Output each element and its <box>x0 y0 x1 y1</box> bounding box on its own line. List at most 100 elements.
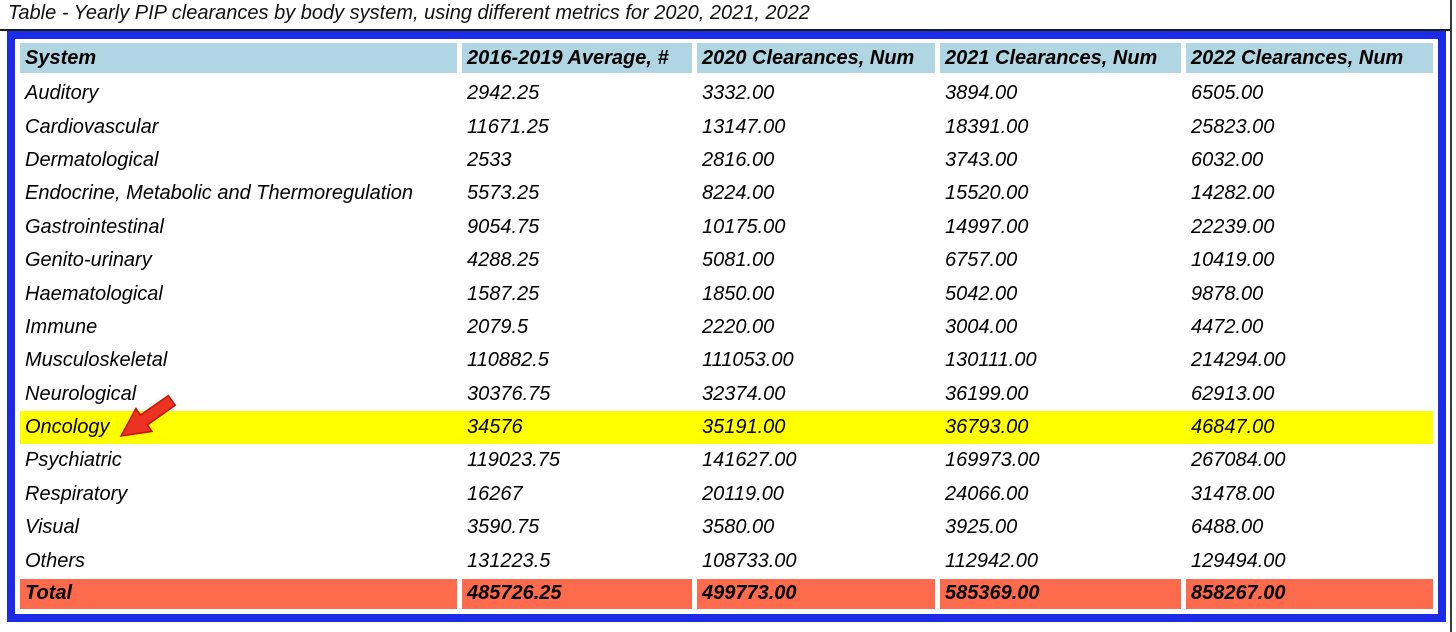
value-cell: 4288.25 <box>467 249 540 272</box>
total-label-cell: Total <box>20 578 457 609</box>
table-frame: System 2016-2019 Average, # 2020 Clearan… <box>7 31 1446 622</box>
value-cell: 3004.00 <box>945 315 1018 338</box>
value-cell: 18391.00 <box>945 115 1029 138</box>
value-cell: 111053.00 <box>702 349 794 372</box>
column-header-2022: 2022 Clearances, Num <box>1186 43 1433 73</box>
value-cell: 31478.00 <box>1191 482 1275 505</box>
table-row: Haematological 1587.25 1850.00 5042.00 9878.… <box>20 277 1433 311</box>
value-cell: 119023.75 <box>467 449 561 472</box>
system-cell: Genito-urinary <box>25 249 152 272</box>
value-cell: 32374.00 <box>702 382 786 405</box>
system-cell: Gastrointestinal <box>25 215 164 238</box>
table-total-row: Total 485726.25 499773.00 585369.00 8582… <box>20 578 1433 609</box>
value-cell: 11671.25 <box>467 115 549 138</box>
value-cell: 3590.75 <box>467 516 540 539</box>
value-cell: 1587.25 <box>467 282 540 305</box>
total-value-cell: 499773.00 <box>697 578 935 609</box>
system-cell: Immune <box>25 315 98 338</box>
value-cell: 2942.25 <box>467 82 540 105</box>
value-cell: 6757.00 <box>945 249 1018 272</box>
value-cell: 9054.75 <box>467 215 540 238</box>
right-edge-line <box>1450 0 1452 632</box>
system-cell: Cardiovascular <box>25 115 159 138</box>
system-cell: Psychiatric <box>25 449 122 472</box>
column-header-2021: 2021 Clearances, Num <box>940 43 1181 73</box>
system-cell: Others <box>25 549 86 572</box>
value-cell: 112942.00 <box>945 549 1039 572</box>
table-row: Neurological 30376.75 32374.00 36199.00 6291… <box>20 377 1433 411</box>
value-cell: 30376.75 <box>467 382 551 405</box>
value-cell: 169973.00 <box>945 449 1040 472</box>
value-cell: 35191.00 <box>702 416 786 439</box>
value-cell: 6505.00 <box>1191 82 1264 105</box>
value-cell: 20119.00 <box>702 482 784 505</box>
value-cell: 36199.00 <box>945 382 1029 405</box>
value-cell: 46847.00 <box>1191 416 1275 439</box>
value-cell: 141627.00 <box>702 449 797 472</box>
table-body: Auditory 2942.25 3332.00 3894.00 6505.00 Card… <box>20 77 1433 578</box>
top-divider-line <box>0 29 1452 31</box>
total-value-cell: 485726.25 <box>462 578 692 609</box>
table-row: Visual 3590.75 3580.00 3925.00 6488.00 <box>20 511 1433 545</box>
value-cell: 267084.00 <box>1191 449 1286 472</box>
table-row: Respiratory 16267 20119.00 24066.00 31478.00 <box>20 477 1433 512</box>
value-cell: 10175.00 <box>702 215 786 238</box>
system-cell: Dermatological <box>25 148 159 171</box>
value-cell: 13147.00 <box>702 115 786 138</box>
value-cell: 2220.00 <box>702 315 775 338</box>
table-row: Endocrine, Metabolic and Thermoregulatio… <box>20 177 1433 211</box>
table-row: Immune 2079.5 2220.00 3004.00 4472.00 <box>20 310 1433 345</box>
table-header-row: System 2016-2019 Average, # 2020 Clearan… <box>20 43 1433 73</box>
value-cell: 22239.00 <box>1191 215 1275 238</box>
value-cell: 6032.00 <box>1191 148 1264 171</box>
value-cell: 24066.00 <box>945 482 1029 505</box>
value-cell: 1850.00 <box>702 282 775 305</box>
system-cell: Musculoskeletal <box>25 349 168 372</box>
table-row: Musculoskeletal 110882.5 111053.00 130111.0… <box>20 344 1433 378</box>
table-row: Cardiovascular 11671.25 13147.00 18391.00 25… <box>20 110 1433 144</box>
value-cell: 14997.00 <box>945 215 1029 238</box>
column-header-average: 2016-2019 Average, # <box>462 43 692 73</box>
value-cell: 129494.00 <box>1191 549 1286 572</box>
value-cell: 2079.5 <box>467 315 529 338</box>
value-cell: 2533 <box>467 148 512 171</box>
value-cell: 3894.00 <box>945 82 1018 105</box>
table-row: Oncology 34576 35191.00 36793.00 46847.00 <box>20 410 1433 445</box>
value-cell: 3580.00 <box>702 516 775 539</box>
value-cell: 2816.00 <box>702 148 775 171</box>
total-value-cell: 585369.00 <box>940 578 1181 609</box>
value-cell: 108733.00 <box>702 549 797 572</box>
table-row: Auditory 2942.25 3332.00 3894.00 6505.00 <box>20 77 1433 111</box>
page-title: Table - Yearly PIP clearances by body sy… <box>8 2 810 24</box>
value-cell: 130111.00 <box>945 349 1037 372</box>
value-cell: 9878.00 <box>1191 282 1264 305</box>
value-cell: 131223.5 <box>467 549 551 572</box>
value-cell: 16267 <box>467 482 523 505</box>
value-cell: 25823.00 <box>1191 115 1275 138</box>
value-cell: 36793.00 <box>945 416 1029 439</box>
value-cell: 14282.00 <box>1191 182 1275 205</box>
system-cell: Haematological <box>25 282 163 305</box>
value-cell: 3743.00 <box>945 148 1018 171</box>
table-row: Genito-urinary 4288.25 5081.00 6757.00 10419… <box>20 243 1433 278</box>
system-cell: Respiratory <box>25 482 128 505</box>
value-cell: 6488.00 <box>1191 516 1264 539</box>
table-row: Psychiatric 119023.75 141627.00 169973.00 26… <box>20 444 1433 478</box>
value-cell: 3332.00 <box>702 82 775 105</box>
value-cell: 5573.25 <box>467 182 540 205</box>
system-cell: Endocrine, Metabolic and Thermoregulatio… <box>25 182 413 205</box>
total-value-cell: 858267.00 <box>1186 578 1433 609</box>
value-cell: 62913.00 <box>1191 382 1275 405</box>
system-cell: Auditory <box>25 82 99 105</box>
value-cell: 4472.00 <box>1191 315 1264 338</box>
value-cell: 10419.00 <box>1191 249 1275 272</box>
table-row: Others 131223.5 108733.00 112942.00 129494.0… <box>20 544 1433 578</box>
value-cell: 34576 <box>467 416 523 439</box>
value-cell: 8224.00 <box>702 182 775 205</box>
system-cell: Neurological <box>25 382 137 405</box>
table-row: Gastrointestinal 9054.75 10175.00 14997.00 2… <box>20 210 1433 244</box>
value-cell: 5081.00 <box>702 249 775 272</box>
value-cell: 5042.00 <box>945 282 1018 305</box>
table-row: Dermatological 2533 2816.00 3743.00 6032.00 <box>20 143 1433 178</box>
value-cell: 3925.00 <box>945 516 1018 539</box>
